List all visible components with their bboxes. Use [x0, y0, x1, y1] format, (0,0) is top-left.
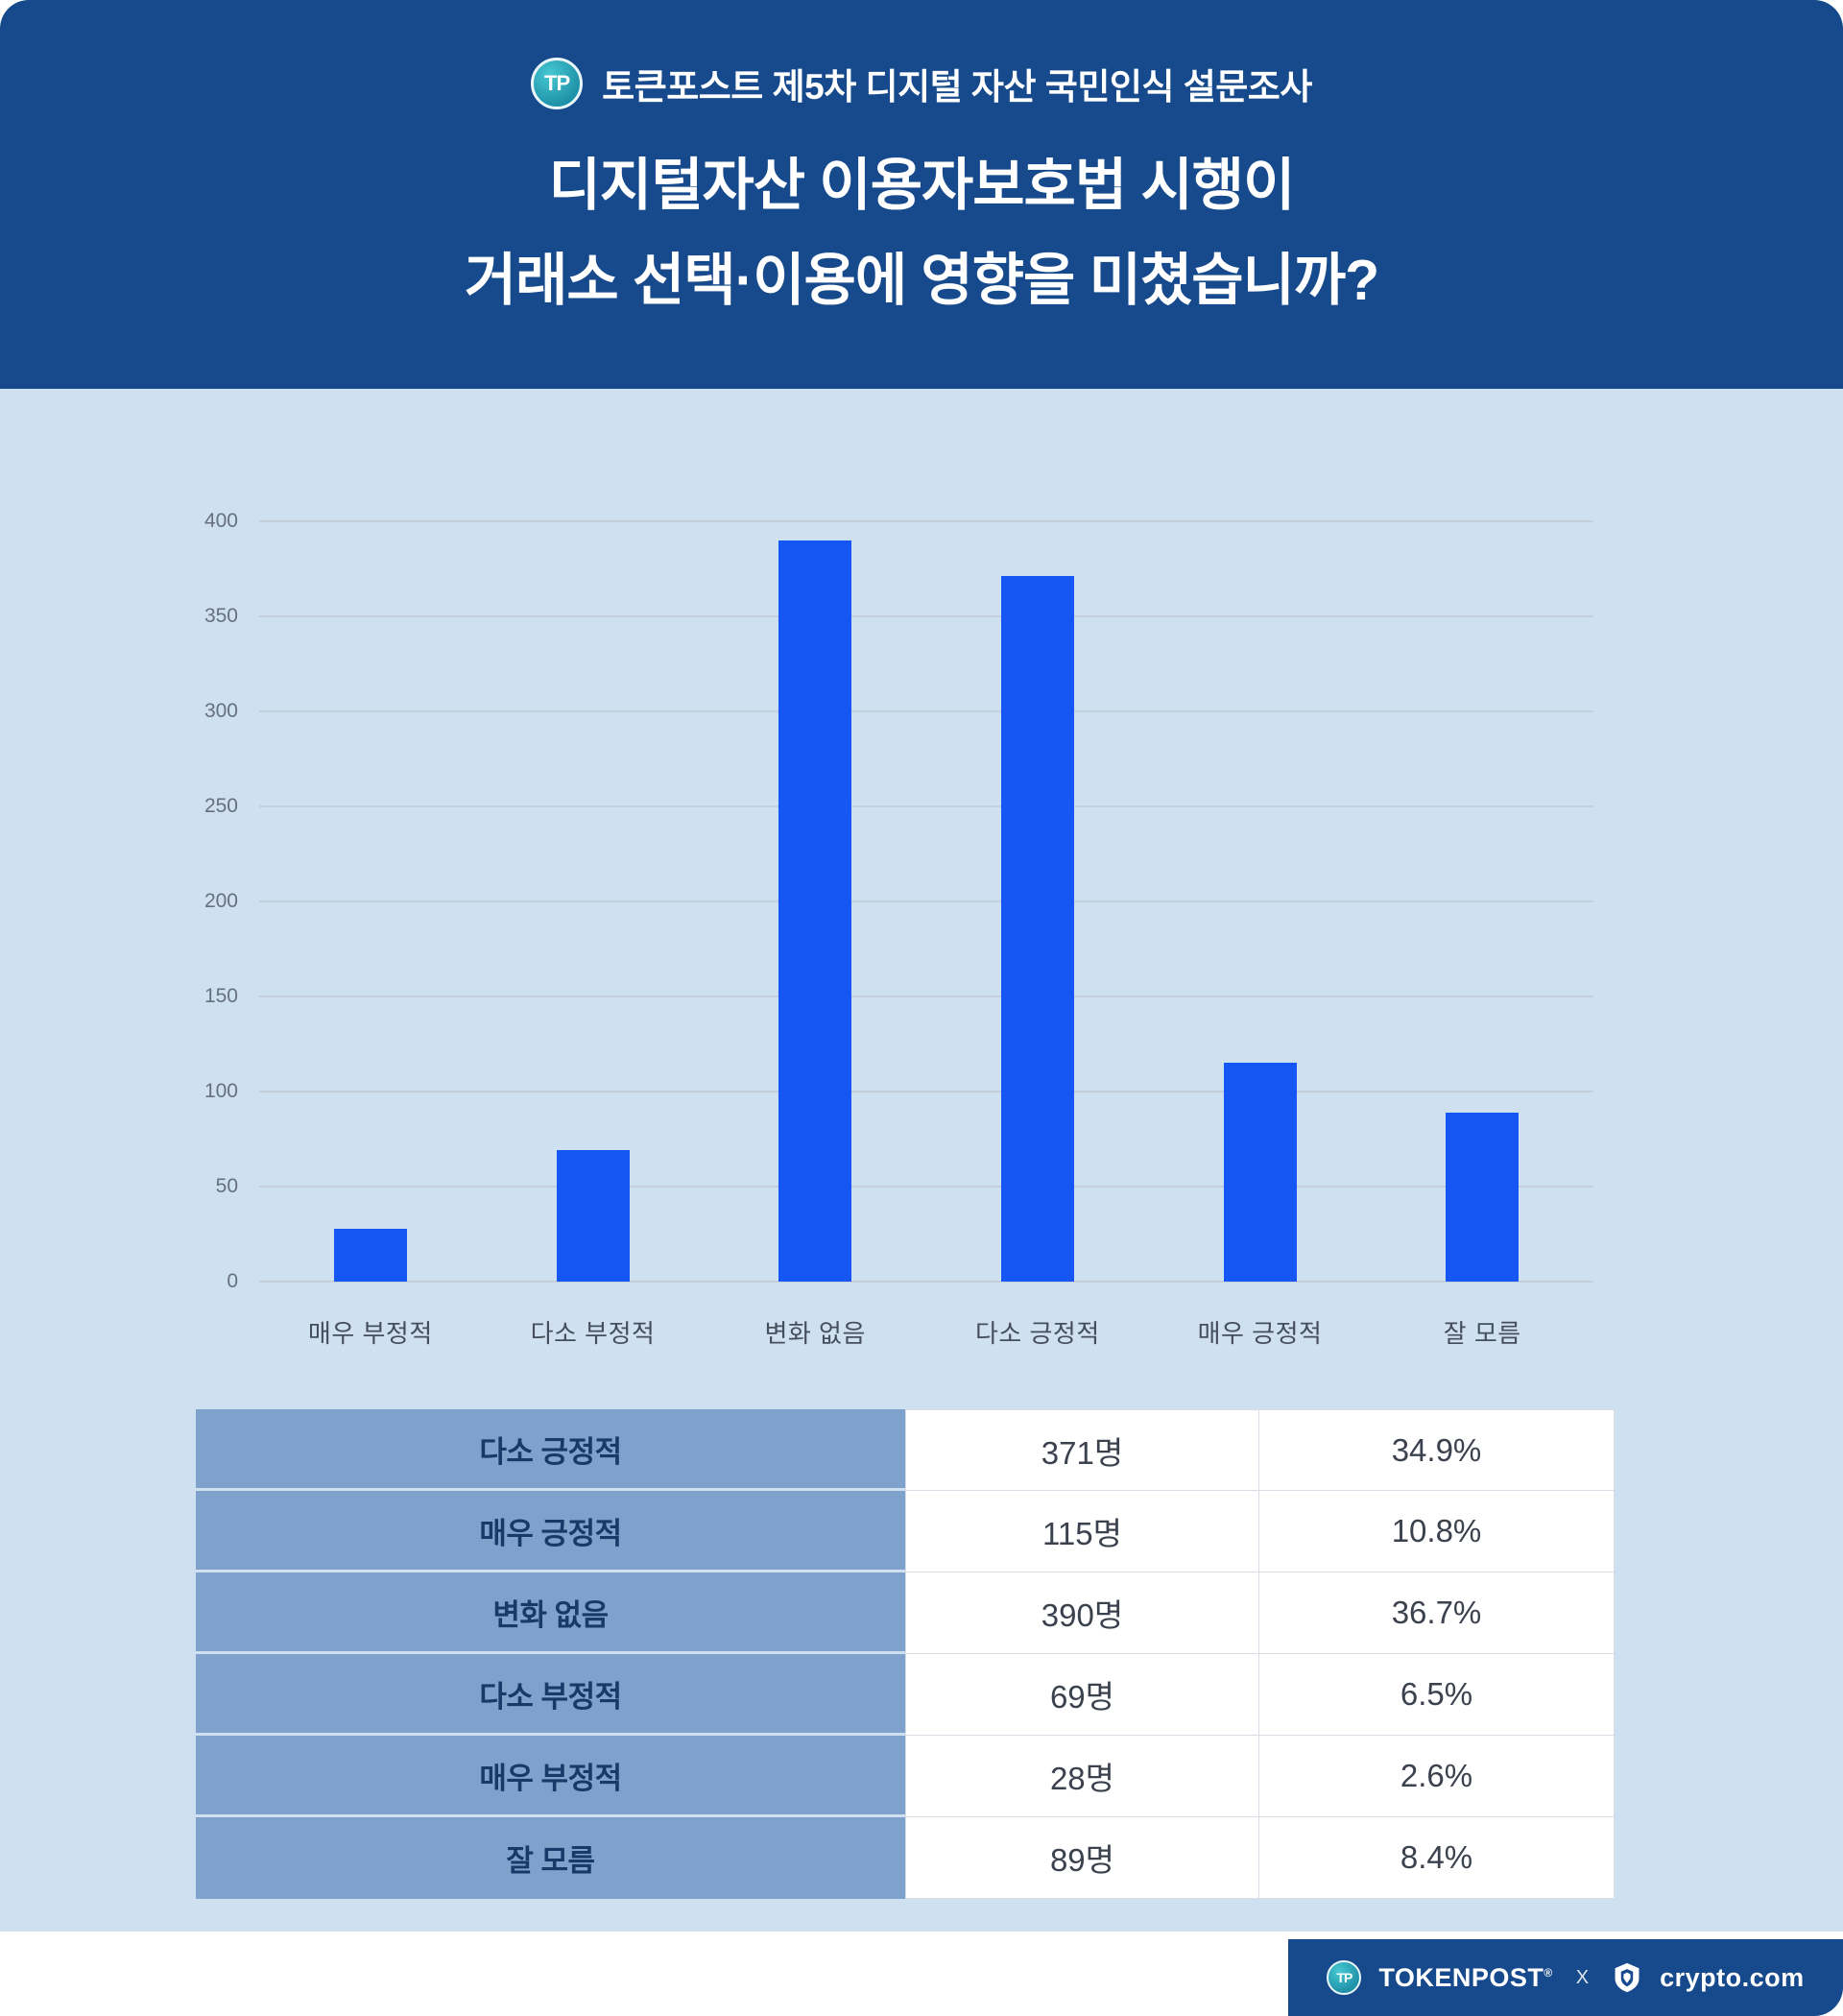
y-axis-tick-label: 250 [203, 795, 238, 817]
gridline [259, 1186, 1593, 1188]
gridline [259, 1281, 1593, 1283]
x-axis-label: 매우 긍정적 [1197, 1319, 1323, 1348]
table-label-cell: 매우 부정적 [196, 1736, 905, 1817]
tokenpost-footer-logo-initials: TP [1336, 1970, 1352, 1985]
x-axis-label: 다소 긍정적 [974, 1319, 1100, 1348]
table-label-cell: 잘 모름 [196, 1817, 905, 1899]
gridline [259, 1091, 1593, 1092]
gridline [259, 996, 1593, 997]
chart-bar [1223, 1063, 1297, 1282]
y-axis-tick-label: 400 [203, 510, 238, 532]
tokenpost-logo-initials: TP [544, 71, 570, 95]
brand-row: TP 토큰포스트 제5차 디지털 자산 국민인식 설문조사 [531, 58, 1312, 109]
x-axis-label: 변화 없음 [764, 1319, 866, 1348]
page-title-line1: 디지털자산 이용자보호법 시행이 [548, 154, 1296, 217]
table-count-cell: 371명 [905, 1409, 1259, 1491]
tokenpost-footer-logo-icon: TP [1327, 1960, 1362, 1995]
chart-bar [778, 540, 852, 1282]
tokenpost-wordmark: TOKENPOST® [1378, 1962, 1553, 1992]
table-row: 매우 긍정적 115명 10.8% [196, 1491, 1615, 1572]
page-title-line2: 거래소 선택·이용에 영향을 미쳤습니까? [464, 249, 1379, 313]
tokenpost-logo-icon: TP [531, 58, 584, 109]
y-axis-tick-label: 300 [203, 700, 238, 722]
table-percent-cell: 36.7% [1259, 1572, 1615, 1654]
crypto-com-wordmark: crypto.com [1660, 1962, 1805, 1992]
table-row: 매우 부정적 28명 2.6% [196, 1736, 1615, 1817]
content-area: 0 50 100 150 200 250 300 350 400 매우 부정적 다소 부정적 변화 … [0, 389, 1843, 1932]
table-percent-cell: 2.6% [1259, 1736, 1615, 1817]
table-row: 다소 긍정적 371명 34.9% [196, 1409, 1615, 1491]
gridline [259, 710, 1593, 712]
table-row: 변화 없음 390명 36.7% [196, 1572, 1615, 1654]
footer-area: TP TOKENPOST® X crypto.com [0, 1932, 1843, 2016]
gridline [259, 615, 1593, 617]
y-axis-tick-label: 0 [227, 1270, 238, 1292]
table-count-cell: 28명 [905, 1736, 1259, 1817]
table-percent-cell: 6.5% [1259, 1654, 1615, 1736]
partnership-separator: X [1575, 1966, 1590, 1988]
chart-bar [1000, 576, 1074, 1282]
y-axis-tick-label: 100 [203, 1080, 238, 1102]
y-axis-tick-label: 350 [203, 605, 238, 627]
registered-mark: ® [1544, 1965, 1553, 1980]
table-percent-cell: 10.8% [1259, 1491, 1615, 1572]
bar-chart: 0 50 100 150 200 250 300 350 400 매우 부정적 다소 부정적 변화 … [0, 389, 1843, 1350]
header: TP 토큰포스트 제5차 디지털 자산 국민인식 설문조사 디지털자산 이용자보… [0, 0, 1843, 389]
table-row: 다소 부정적 69명 6.5% [196, 1654, 1615, 1736]
table-count-cell: 390명 [905, 1572, 1259, 1654]
x-axis-labels: 매우 부정적 다소 부정적 변화 없음 다소 긍정적 매우 긍정적 잘 모름 [259, 1314, 1593, 1350]
result-table: 다소 긍정적 371명 34.9% 매우 긍정적 115명 10.8% 변화 없음 390명 3… [196, 1409, 1615, 1899]
crypto-com-logo-icon [1615, 1962, 1640, 1993]
table-label-cell: 다소 긍정적 [196, 1409, 905, 1491]
page-title: 디지털자산 이용자보호법 시행이 거래소 선택·이용에 영향을 미쳤습니까? [464, 138, 1379, 328]
table-label-cell: 매우 긍정적 [196, 1491, 905, 1572]
y-axis-tick-label: 50 [215, 1175, 238, 1197]
table-label-cell: 변화 없음 [196, 1572, 905, 1654]
y-axis-tick-label: 200 [203, 890, 238, 912]
x-axis-label: 다소 부정적 [530, 1319, 656, 1348]
chart-bar [333, 1228, 407, 1282]
chart-bar [556, 1150, 630, 1282]
gridline [259, 805, 1593, 807]
table-percent-cell: 8.4% [1259, 1817, 1615, 1899]
gridline [259, 520, 1593, 522]
table-count-cell: 69명 [905, 1654, 1259, 1736]
footer-brand-bar: TP TOKENPOST® X crypto.com [1288, 1939, 1843, 2016]
table-count-cell: 115명 [905, 1491, 1259, 1572]
table-percent-cell: 34.9% [1259, 1409, 1615, 1491]
table-count-cell: 89명 [905, 1817, 1259, 1899]
table-row: 잘 모름 89명 8.4% [196, 1817, 1615, 1899]
chart-bar [1446, 1112, 1520, 1282]
x-axis-label: 매우 부정적 [307, 1319, 433, 1348]
y-axis-tick-label: 150 [203, 985, 238, 1007]
x-axis-label: 잘 모름 [1443, 1319, 1521, 1348]
table-label-cell: 다소 부정적 [196, 1654, 905, 1736]
gridline [259, 900, 1593, 902]
survey-series-label: 토큰포스트 제5차 디지털 자산 국민인식 설문조사 [602, 67, 1312, 107]
chart-plot: 0 50 100 150 200 250 300 350 400 [204, 510, 1593, 1292]
